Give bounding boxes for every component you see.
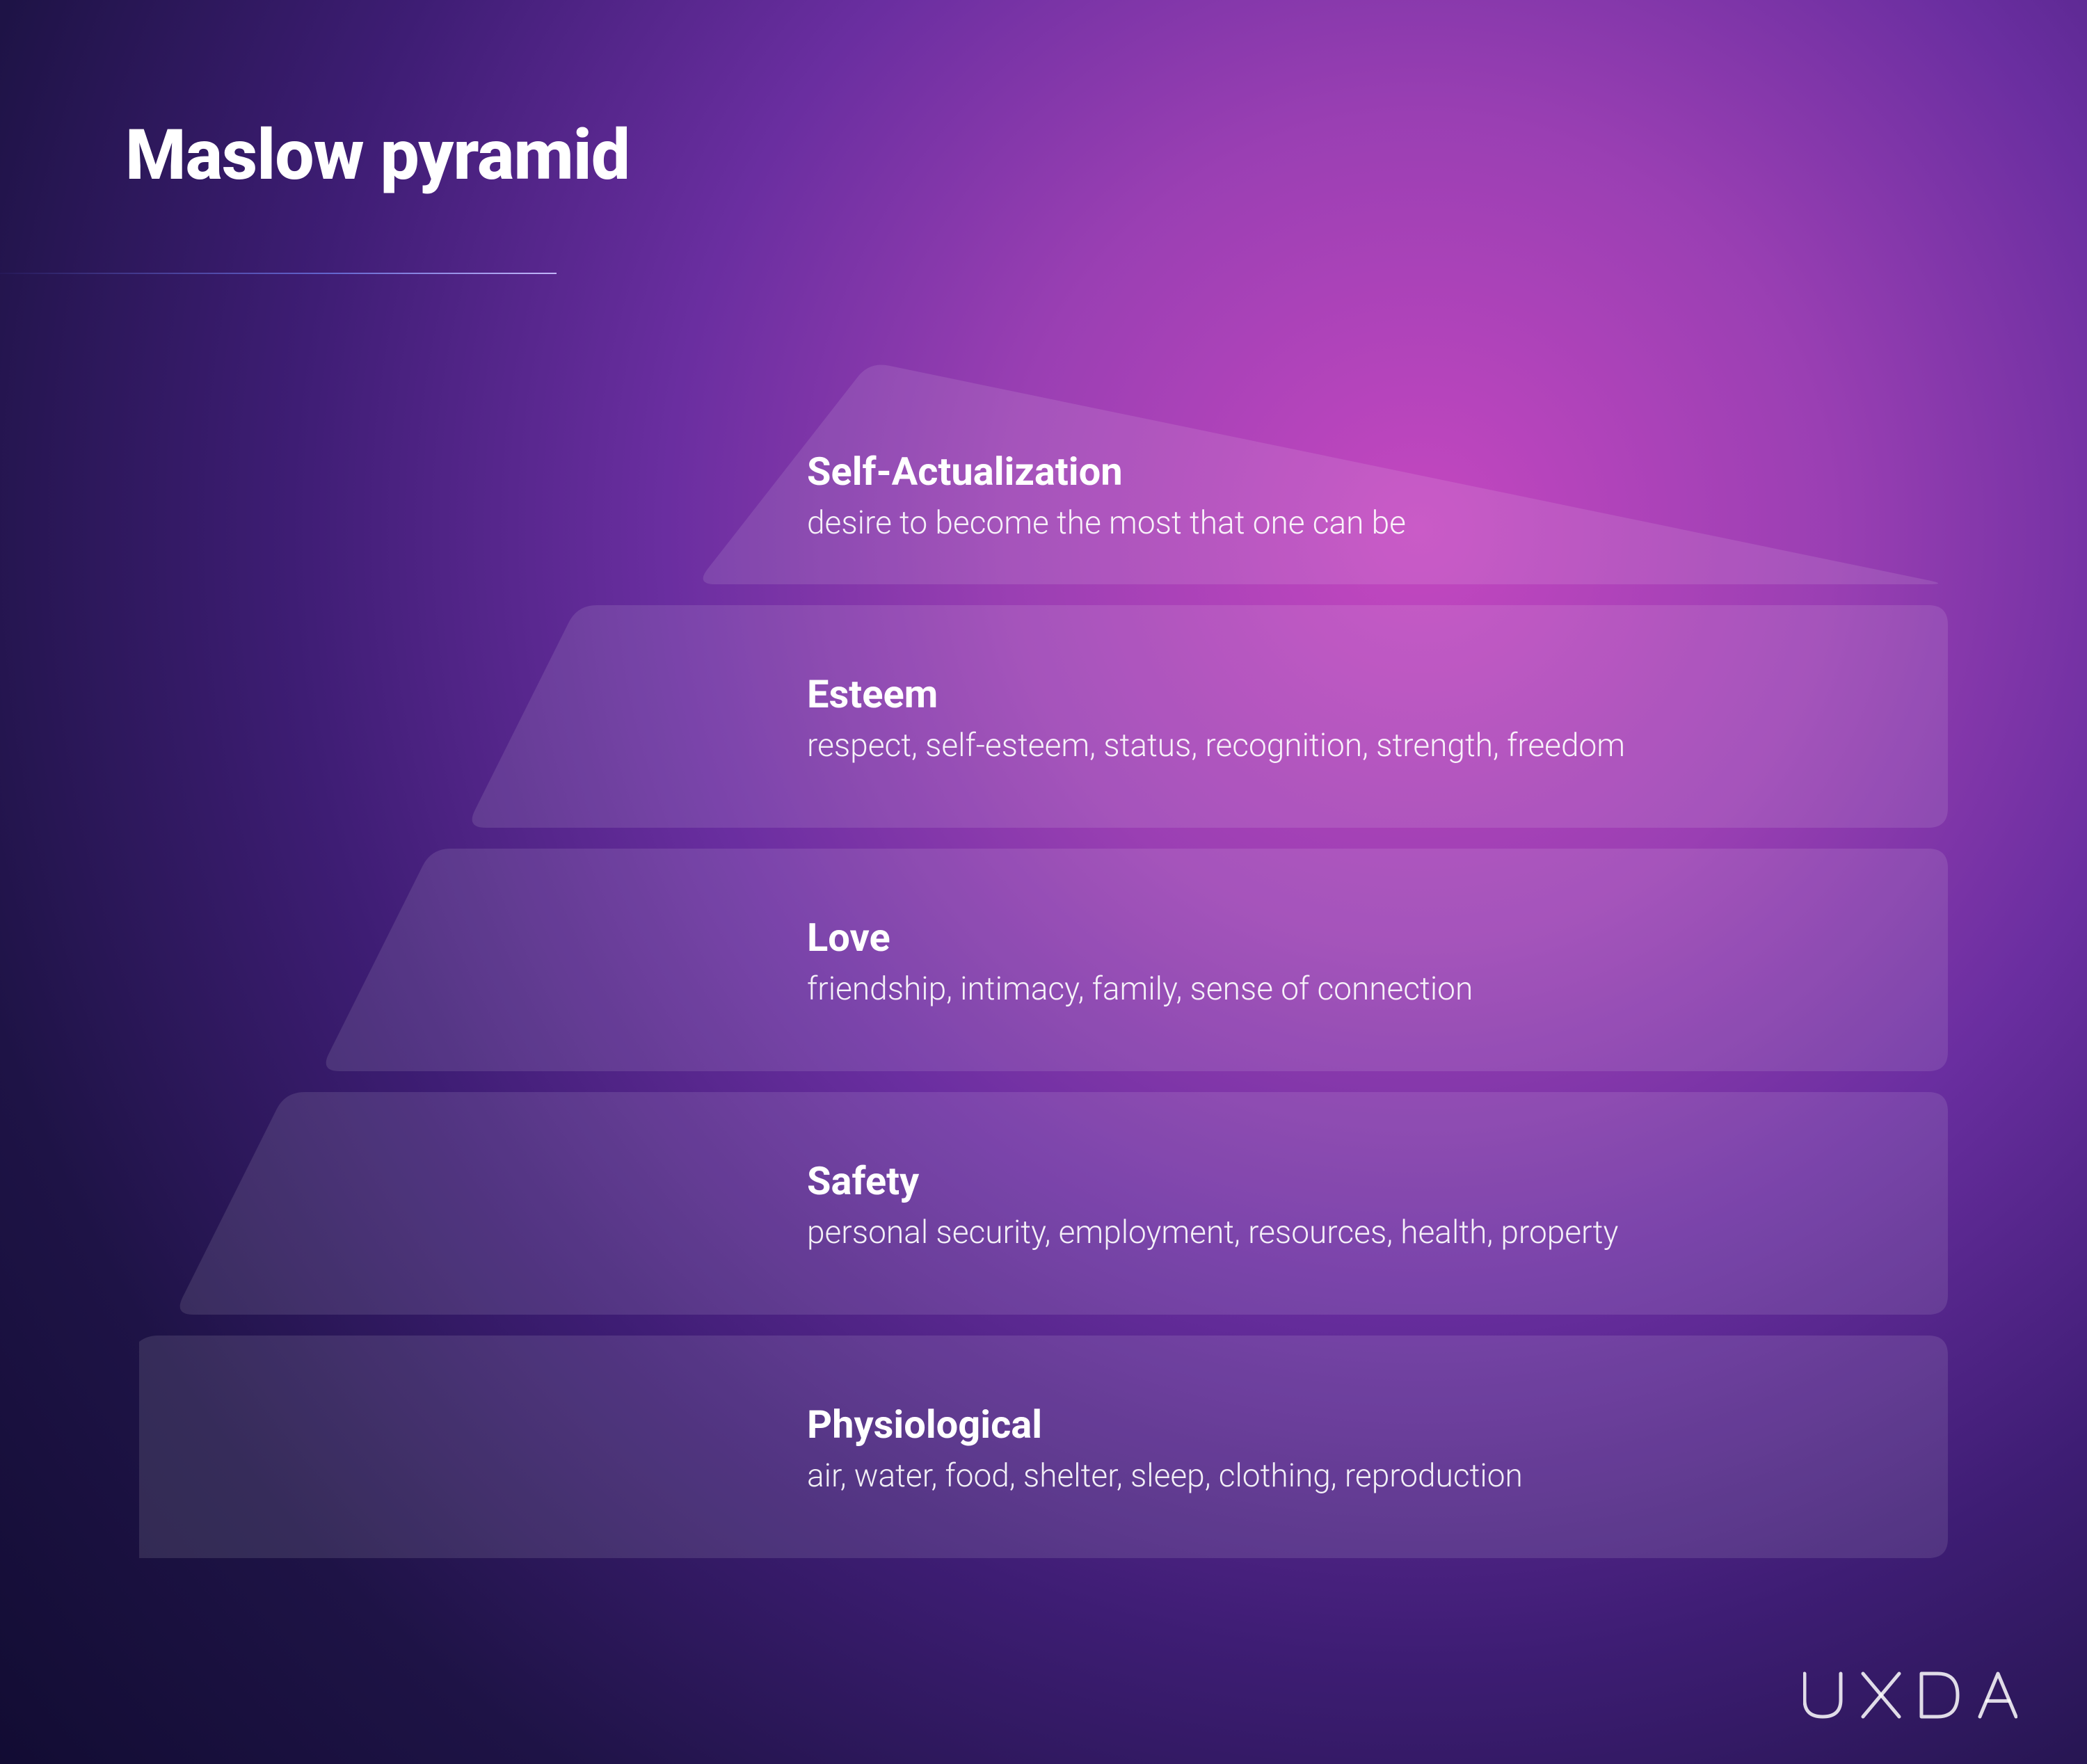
tier-desc-safety: personal security, employment, resources… [807, 1214, 1920, 1251]
tier-title-self-actualization: Self-Actualization [807, 449, 1920, 495]
tier-safety: Safety personal security, employment, res… [807, 1158, 1920, 1251]
tier-title-love: Love [807, 915, 1920, 961]
tier-desc-love: friendship, intimacy, family, sense of c… [807, 970, 1920, 1008]
infographic-canvas: Maslow pyramid Self-Actualization desire … [0, 0, 2087, 1764]
maslow-pyramid: Self-Actualization desire to become the m… [139, 362, 1948, 1558]
tier-self-actualization: Self-Actualization desire to become the m… [807, 449, 1920, 542]
page-title: Maslow pyramid [125, 115, 630, 196]
tier-title-physiological: Physiological [807, 1402, 1920, 1448]
tier-love: Love friendship, intimacy, family, sense … [807, 915, 1920, 1008]
tier-title-safety: Safety [807, 1158, 1920, 1204]
tier-esteem: Esteem respect, self-esteem, status, reco… [807, 671, 1920, 764]
uxda-logo [1803, 1671, 2017, 1722]
uxda-logo-svg [1803, 1671, 2017, 1719]
tier-desc-self-actualization: desire to become the most that one can b… [807, 504, 1920, 542]
tier-desc-physiological: air, water, food, shelter, sleep, clothi… [807, 1457, 1920, 1495]
tier-physiological: Physiological air, water, food, shelter, … [807, 1402, 1920, 1495]
title-underline [0, 273, 557, 274]
tier-title-esteem: Esteem [807, 671, 1920, 717]
tier-desc-esteem: respect, self-esteem, status, recognitio… [807, 727, 1920, 764]
